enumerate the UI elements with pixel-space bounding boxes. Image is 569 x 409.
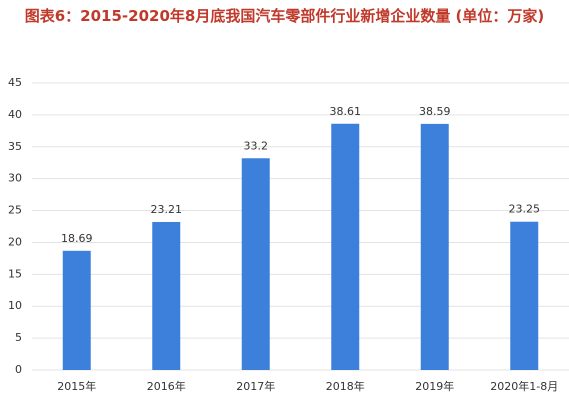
chart-title: 图表6：2015-2020年8月底我国汽车零部件行业新增企业数量 (单位：万家) bbox=[24, 7, 545, 25]
y-tick-label: 30 bbox=[8, 172, 22, 185]
x-tick-label: 2017年 bbox=[236, 379, 275, 393]
y-tick-label: 35 bbox=[8, 140, 22, 153]
value-label: 33.2 bbox=[244, 139, 269, 152]
bar bbox=[62, 250, 91, 370]
y-tick-label: 15 bbox=[8, 267, 22, 280]
bar bbox=[241, 158, 270, 370]
y-tick-label: 40 bbox=[8, 108, 22, 121]
y-tick-label: 0 bbox=[15, 363, 22, 376]
y-tick-label: 45 bbox=[8, 76, 22, 89]
x-tick-label: 2018年 bbox=[326, 379, 365, 393]
y-tick-label: 25 bbox=[8, 204, 22, 217]
bar bbox=[331, 123, 360, 370]
value-label: 23.21 bbox=[151, 203, 183, 216]
x-tick-label: 2015年 bbox=[57, 379, 96, 393]
value-label: 38.59 bbox=[419, 105, 451, 118]
bar bbox=[510, 221, 539, 370]
bar bbox=[152, 221, 181, 370]
y-tick-label: 5 bbox=[15, 331, 22, 344]
y-tick-label: 10 bbox=[8, 299, 22, 312]
bar bbox=[420, 123, 449, 370]
value-label: 18.69 bbox=[61, 232, 93, 245]
x-tick-label: 2020年1-8月 bbox=[490, 379, 558, 393]
x-tick-label: 2016年 bbox=[147, 379, 186, 393]
x-tick-label: 2019年 bbox=[415, 379, 454, 393]
value-label: 23.25 bbox=[509, 203, 541, 216]
value-label: 38.61 bbox=[330, 105, 362, 118]
y-tick-label: 20 bbox=[8, 235, 22, 248]
